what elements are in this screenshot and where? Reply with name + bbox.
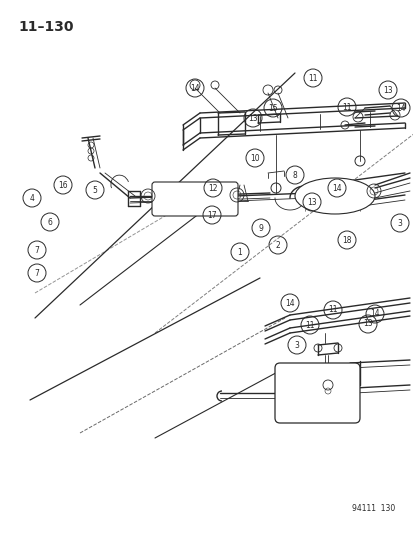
Text: 1: 1 [237, 247, 242, 256]
Text: 3: 3 [396, 219, 401, 228]
Text: 7: 7 [34, 246, 39, 254]
FancyBboxPatch shape [274, 363, 359, 423]
Text: 11: 11 [304, 320, 314, 329]
Text: 14: 14 [369, 310, 379, 319]
Text: 8: 8 [292, 171, 297, 180]
Text: 7: 7 [34, 269, 39, 278]
Text: 9: 9 [258, 223, 263, 232]
FancyBboxPatch shape [152, 182, 237, 216]
Text: 4: 4 [29, 193, 34, 203]
Text: 13: 13 [247, 114, 257, 123]
Text: 14: 14 [190, 84, 199, 93]
Text: 6: 6 [47, 217, 52, 227]
Text: 11: 11 [308, 74, 317, 83]
Text: 11: 11 [342, 102, 351, 111]
Text: 11: 11 [328, 305, 337, 314]
Text: 13: 13 [382, 85, 392, 94]
Text: 13: 13 [362, 319, 372, 328]
Text: 2: 2 [275, 240, 280, 249]
Text: 15: 15 [268, 103, 277, 112]
Text: 16: 16 [58, 181, 68, 190]
Text: 14: 14 [285, 298, 294, 308]
Text: 3: 3 [294, 341, 299, 350]
Text: 5: 5 [93, 185, 97, 195]
Text: 13: 13 [306, 198, 316, 206]
Text: 94111  130: 94111 130 [351, 504, 394, 513]
Text: 18: 18 [342, 236, 351, 245]
Text: 10: 10 [249, 154, 259, 163]
Ellipse shape [294, 178, 374, 214]
Text: 14: 14 [331, 183, 341, 192]
Text: 14: 14 [395, 103, 405, 112]
Text: 12: 12 [208, 183, 217, 192]
Text: 11–130: 11–130 [18, 20, 74, 34]
Text: 17: 17 [206, 211, 216, 220]
